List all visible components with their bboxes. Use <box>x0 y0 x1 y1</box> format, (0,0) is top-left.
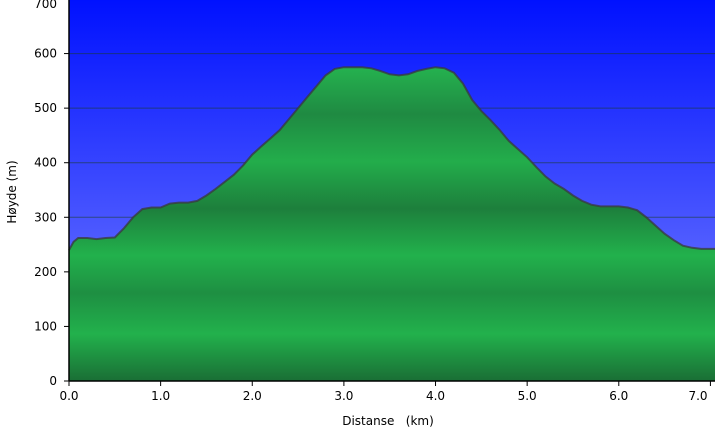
x-axis-ticks: 0.0 1.0 2.0 3.0 4.0 5.0 6.0 7.0 <box>59 381 711 403</box>
x-axis-title: Distanse (km) <box>342 414 434 428</box>
y-tick-label: 700 <box>34 0 57 11</box>
x-tick-label: 5.0 <box>518 389 537 403</box>
y-tick-label: 600 <box>34 47 57 61</box>
y-tick-label: 0 <box>49 374 57 388</box>
y-axis-ticks: 0 100 200 300 400 500 600 700 <box>34 0 69 388</box>
axes <box>68 0 715 382</box>
x-tick-label: 4.0 <box>426 389 445 403</box>
x-tick-label: 6.0 <box>609 389 628 403</box>
elevation-profile-line <box>68 66 715 251</box>
x-tick-label: 1.0 <box>151 389 170 403</box>
y-tick-label: 400 <box>34 156 57 170</box>
x-tick-label: 3.0 <box>334 389 353 403</box>
y-tick-label: 100 <box>34 319 57 333</box>
y-axis-title: Høyde (m) <box>5 160 19 223</box>
elevation-area <box>69 67 715 381</box>
x-tick-label: 2.0 <box>243 389 262 403</box>
x-tick-label: 0.0 <box>59 389 78 403</box>
x-tick-label: 7.0 <box>688 389 707 403</box>
y-tick-label: 200 <box>34 265 57 279</box>
y-tick-label: 500 <box>34 101 57 115</box>
y-tick-label: 300 <box>34 210 57 224</box>
